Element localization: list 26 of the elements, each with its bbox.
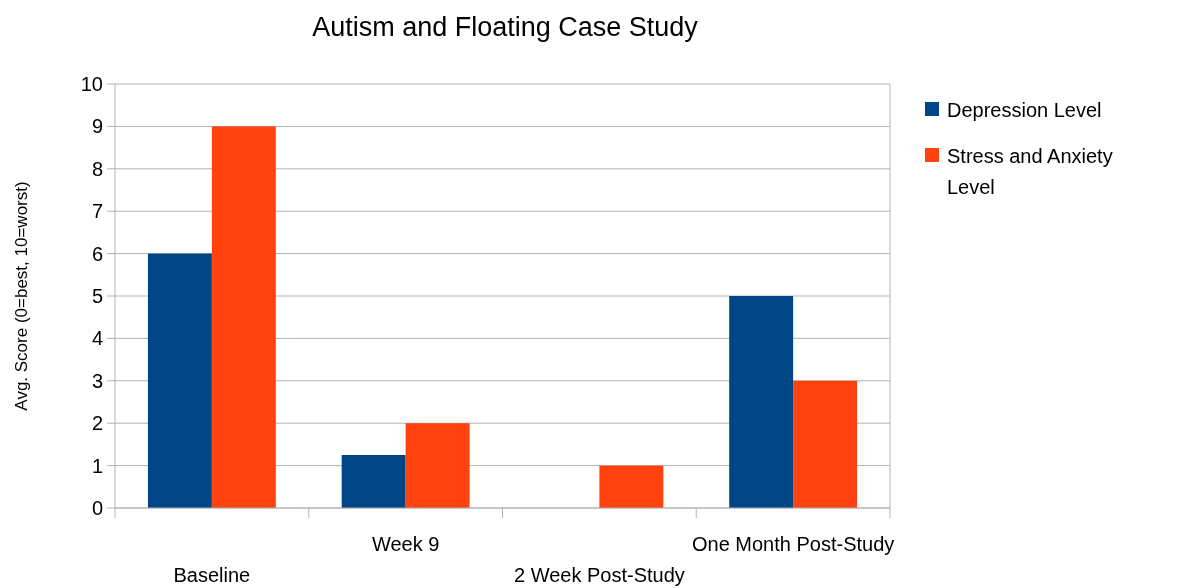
legend-label: Stress and Anxiety Level: [947, 145, 1113, 198]
y-axis-title: Avg. Score (0=best, 10=worst): [12, 181, 31, 411]
bar: [793, 380, 858, 508]
y-tick-label: 9: [91, 115, 103, 138]
bar: [405, 423, 470, 508]
chart-title: Autism and Floating Case Study: [312, 12, 699, 42]
y-tick-label: 7: [91, 200, 103, 223]
bar: [211, 126, 276, 508]
y-tick-label: 0: [91, 497, 103, 519]
x-tick-label: 2 Week Post-Study: [513, 564, 685, 586]
bar: [147, 253, 212, 508]
y-tick-label: 6: [91, 242, 103, 265]
y-tick-label: 4: [91, 327, 103, 350]
y-tick-label: 3: [91, 369, 103, 392]
y-tick-label: 5: [91, 285, 103, 307]
y-tick-label: 1: [91, 454, 103, 477]
bar: [729, 296, 794, 508]
y-tick-label: 2: [91, 412, 103, 435]
x-tick-label: Baseline: [173, 564, 251, 586]
bar: [599, 465, 664, 508]
x-tick-label: Week 9: [371, 533, 440, 555]
y-tick-label: 8: [91, 157, 103, 180]
x-tick-label: One Month Post-Study: [691, 533, 895, 555]
bar: [341, 455, 406, 508]
y-tick-label: 10: [80, 73, 103, 95]
legend-label: Depression Level: [947, 99, 1102, 121]
